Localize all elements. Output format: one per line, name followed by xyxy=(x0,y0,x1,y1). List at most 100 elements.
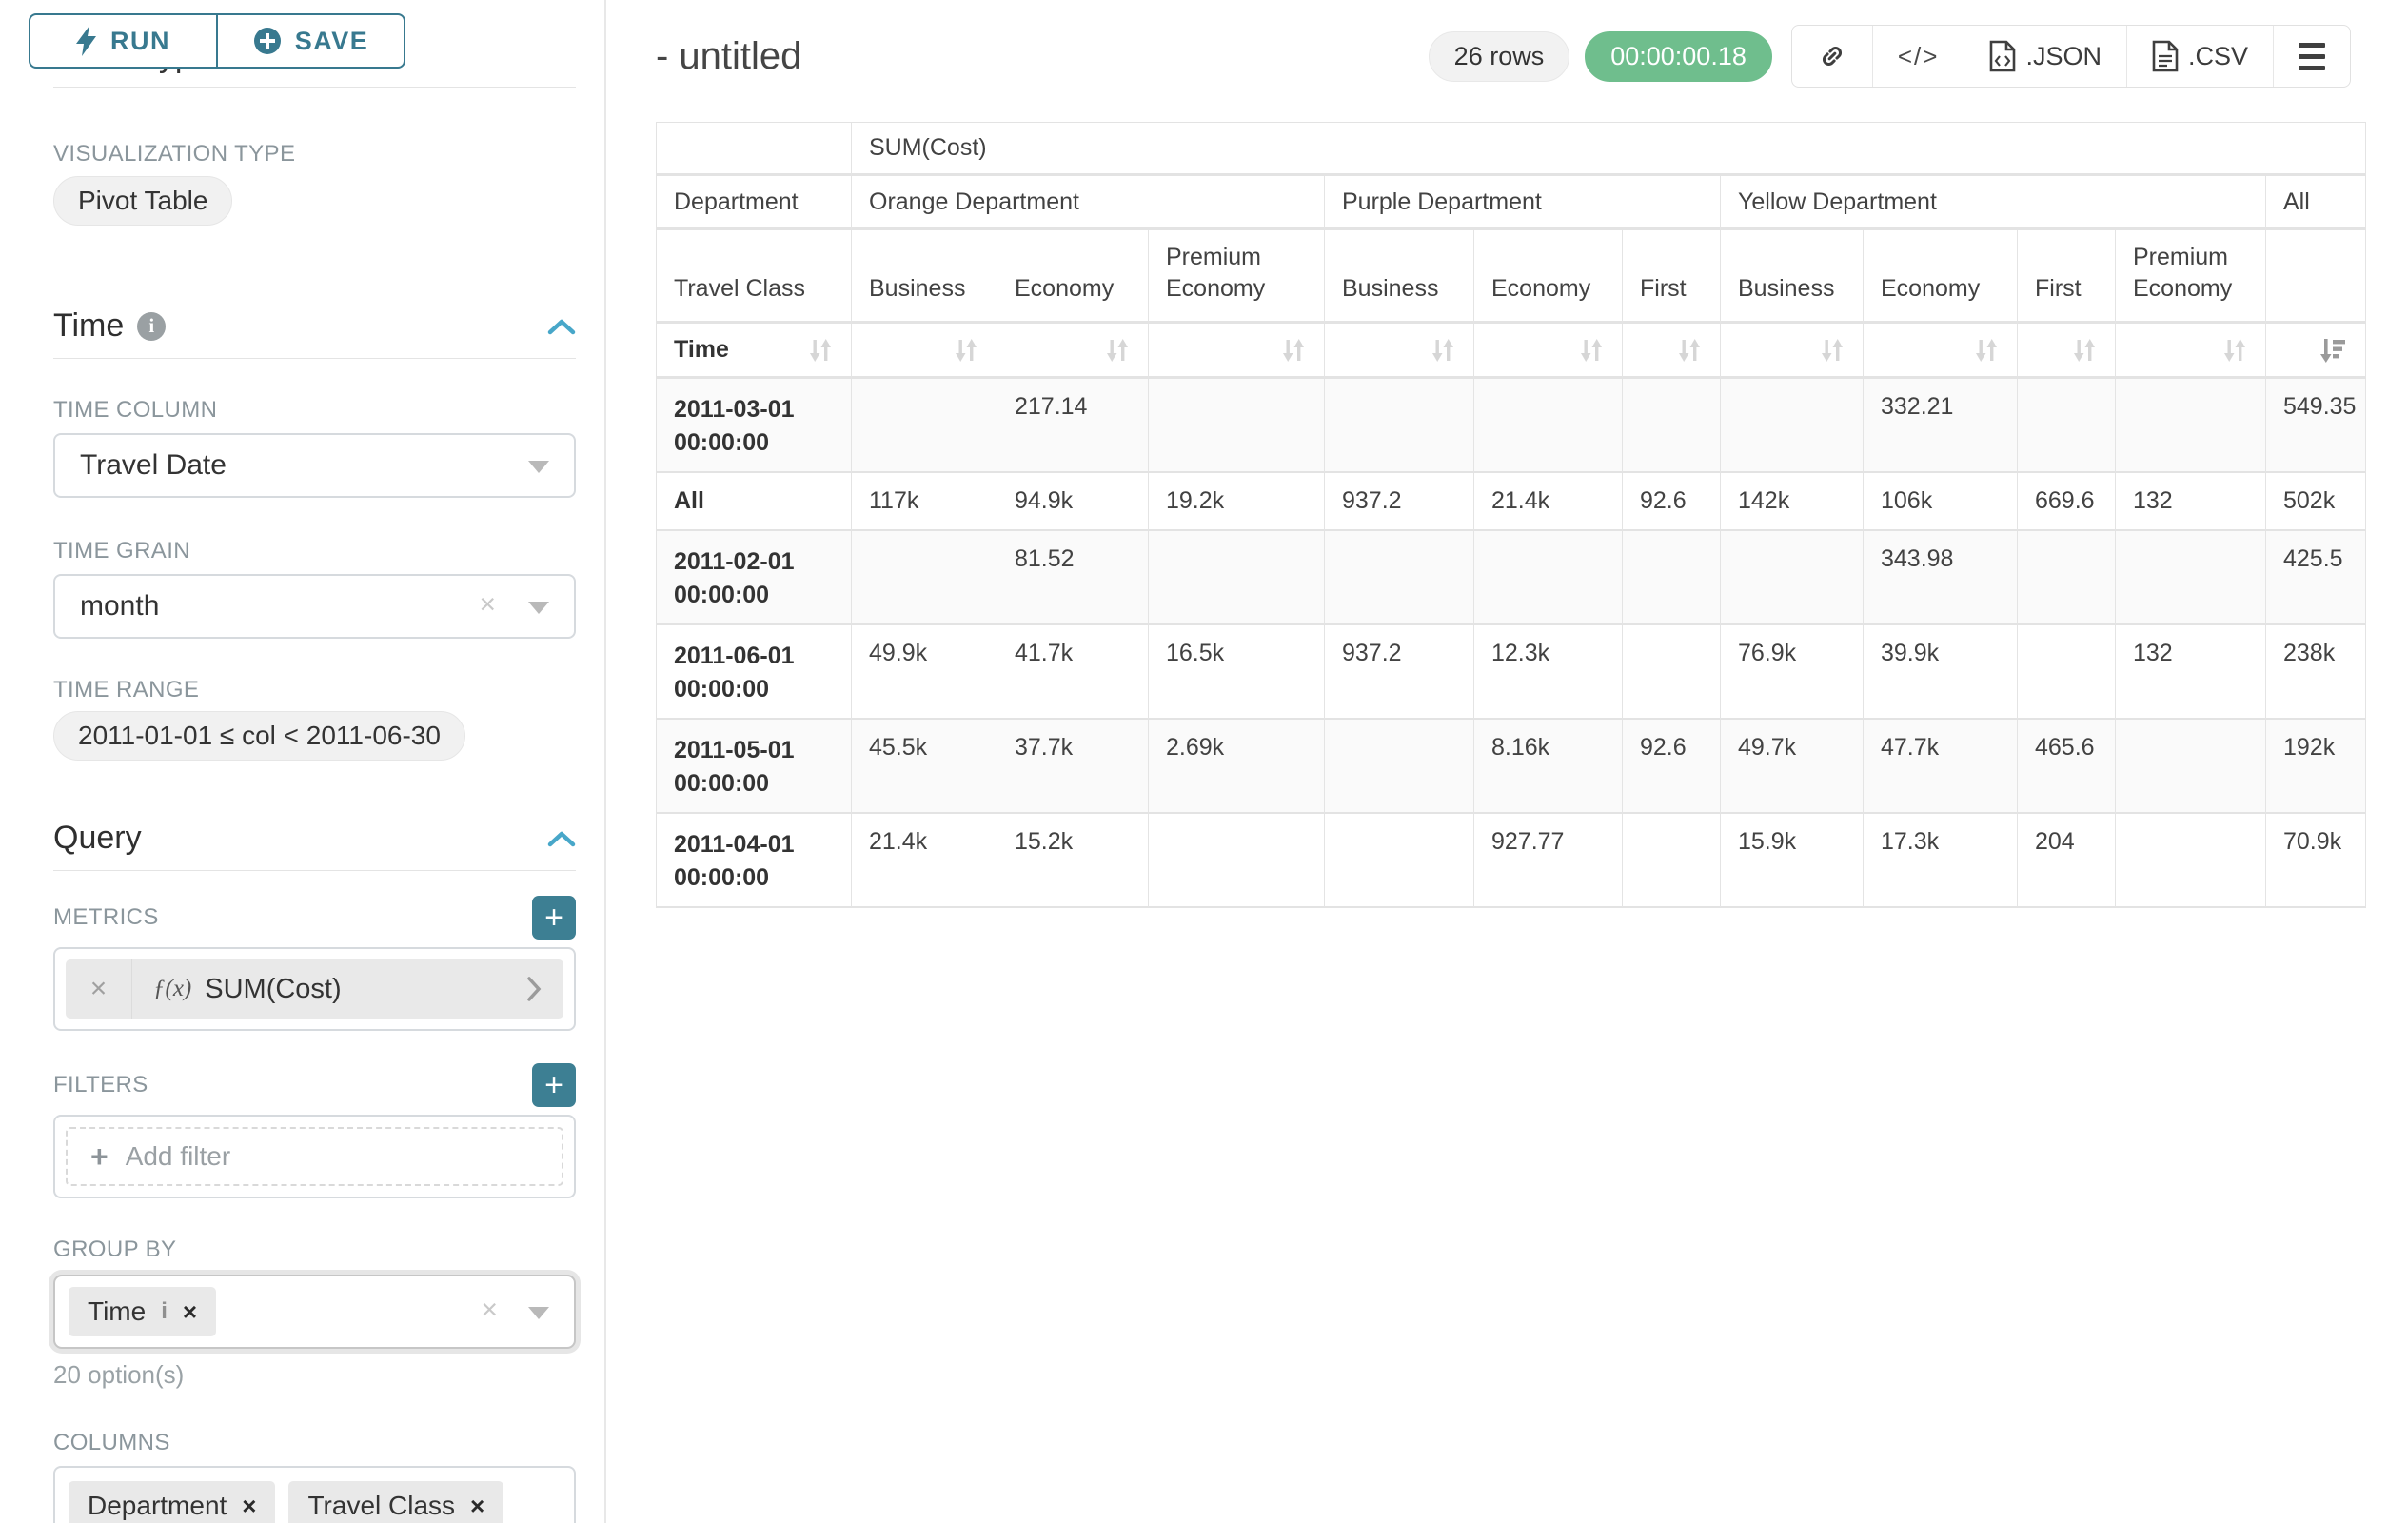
pivot-cell: 92.6 xyxy=(1623,720,1721,814)
sort-icon[interactable] xyxy=(953,336,979,365)
add-filter-label: Add filter xyxy=(126,1141,231,1172)
pivot-cell xyxy=(1623,379,1721,473)
plus-icon: + xyxy=(90,1139,109,1175)
columns-pill-department[interactable]: Department × xyxy=(69,1481,275,1523)
group-by-pill-time[interactable]: Time i × xyxy=(69,1287,216,1336)
sort-icon[interactable] xyxy=(2221,336,2248,365)
sort-desc-icon[interactable] xyxy=(2319,336,2348,365)
group-by-select[interactable]: Time i × × xyxy=(53,1275,576,1349)
group-by-option-count: 20 option(s) xyxy=(53,1360,576,1390)
pivot-col-header: First xyxy=(2018,230,2116,324)
sort-icon[interactable] xyxy=(1430,336,1456,365)
pivot-cell xyxy=(1149,814,1325,908)
pivot-cell: 37.7k xyxy=(997,720,1149,814)
time-section-header[interactable]: Time i xyxy=(53,307,576,345)
pivot-col-header xyxy=(2266,230,2366,324)
query-section-header[interactable]: Query xyxy=(53,820,576,857)
time-column-select[interactable]: Travel Date xyxy=(53,433,576,498)
export-csv-label: .CSV xyxy=(2188,42,2248,71)
pivot-cell: 17.3k xyxy=(1864,814,2018,908)
save-button[interactable]: SAVE xyxy=(217,13,405,69)
time-range-pill[interactable]: 2011-01-01 ≤ col < 2011-06-30 xyxy=(53,711,465,761)
pivot-col-header: Economy xyxy=(997,230,1149,324)
save-button-label: SAVE xyxy=(295,27,369,56)
view-query-button[interactable]: </> xyxy=(1872,26,1964,87)
sort-icon[interactable] xyxy=(1973,336,2000,365)
pivot-cell: 117k xyxy=(852,473,997,531)
sort-icon[interactable] xyxy=(1676,336,1703,365)
pivot-corner-cell xyxy=(657,123,852,176)
run-button[interactable]: RUN xyxy=(29,13,217,69)
pivot-cell: 21.4k xyxy=(1474,473,1623,531)
add-metric-button[interactable]: + xyxy=(532,896,576,940)
chevron-up-icon[interactable] xyxy=(547,318,576,335)
table-row: 2011-05-01 00:00:0045.5k37.7k2.69k8.16k9… xyxy=(657,720,2366,814)
sort-icon[interactable] xyxy=(1819,336,1845,365)
info-icon: i xyxy=(137,312,166,341)
chevron-right-icon[interactable] xyxy=(503,959,563,1019)
time-grain-value: month xyxy=(80,590,159,623)
remove-metric-icon[interactable]: × xyxy=(66,959,132,1019)
sort-icon[interactable] xyxy=(1280,336,1307,365)
sort-icon[interactable] xyxy=(1104,336,1131,365)
pivot-cell: 132 xyxy=(2116,625,2266,720)
chart-area: - untitled 26 rows 00:00:00.18 </> xyxy=(606,0,2408,1523)
pivot-cell: 45.5k xyxy=(852,720,997,814)
pivot-cell: 39.9k xyxy=(1864,625,2018,720)
sort-icon[interactable] xyxy=(1578,336,1605,365)
pivot-cell xyxy=(1474,379,1623,473)
export-csv-button[interactable]: .CSV xyxy=(2126,26,2273,87)
pivot-col-group: Yellow Department xyxy=(1721,176,2266,230)
sort-icon[interactable] xyxy=(2071,336,2098,365)
add-filter-dropzone[interactable]: + Add filter xyxy=(66,1127,563,1186)
columns-select[interactable]: Department × Travel Class × × xyxy=(53,1466,576,1523)
pivot-table-container: SUM(Cost)DepartmentOrange DepartmentPurp… xyxy=(656,122,2408,908)
visualization-type-pill[interactable]: Pivot Table xyxy=(53,176,232,226)
pivot-cell: 21.4k xyxy=(852,814,997,908)
pivot-cell xyxy=(1325,379,1474,473)
clear-icon[interactable]: × xyxy=(481,1295,498,1327)
run-button-label: RUN xyxy=(110,27,170,56)
code-icon: </> xyxy=(1898,42,1940,71)
menu-button[interactable] xyxy=(2273,26,2350,87)
function-icon: ƒ(x) xyxy=(153,976,191,1002)
pivot-cell: 70.9k xyxy=(2266,814,2366,908)
pivot-cell xyxy=(2116,814,2266,908)
table-row: 2011-04-01 00:00:0021.4k15.2k927.7715.9k… xyxy=(657,814,2366,908)
metric-chip-label: SUM(Cost) xyxy=(205,974,341,1005)
pivot-cell xyxy=(1149,379,1325,473)
pivot-sort-cell xyxy=(1623,324,1721,379)
pivot-row-header: All xyxy=(657,473,852,531)
filters-label: FILTERS xyxy=(53,1072,148,1098)
bolt-icon xyxy=(76,26,97,56)
remove-pill-icon[interactable]: × xyxy=(183,1297,197,1327)
pivot-row-header: 2011-06-01 00:00:00 xyxy=(657,625,852,720)
table-row: 2011-02-01 00:00:0081.52343.98425.5 xyxy=(657,531,2366,625)
remove-pill-icon[interactable]: × xyxy=(470,1492,484,1521)
pivot-cell: 16.5k xyxy=(1149,625,1325,720)
pivot-cell: 94.9k xyxy=(997,473,1149,531)
pivot-col-group: Orange Department xyxy=(852,176,1325,230)
columns-pill-travel-class[interactable]: Travel Class × xyxy=(288,1481,503,1523)
export-json-button[interactable]: .JSON xyxy=(1964,26,2126,87)
pivot-cell: 49.7k xyxy=(1721,720,1864,814)
export-json-label: .JSON xyxy=(2025,42,2102,71)
filters-box: + Add filter xyxy=(53,1115,576,1198)
pivot-cell xyxy=(1325,531,1474,625)
chevron-up-icon[interactable] xyxy=(547,830,576,847)
metric-chip[interactable]: × ƒ(x) SUM(Cost) xyxy=(66,959,563,1019)
add-filter-button[interactable]: + xyxy=(532,1063,576,1107)
pivot-cell: 465.6 xyxy=(2018,720,2116,814)
pivot-row-header: 2011-03-01 00:00:00 xyxy=(657,379,852,473)
pivot-cell xyxy=(2116,531,2266,625)
plus-circle-icon xyxy=(253,27,282,55)
time-grain-select[interactable]: month × xyxy=(53,574,576,639)
share-link-button[interactable] xyxy=(1792,26,1872,87)
link-icon xyxy=(1817,41,1847,71)
chart-title[interactable]: - untitled xyxy=(656,35,801,78)
sort-icon[interactable] xyxy=(807,336,834,365)
pill-label: Department xyxy=(88,1491,227,1521)
clear-icon[interactable]: × xyxy=(479,589,496,622)
remove-pill-icon[interactable]: × xyxy=(242,1492,256,1521)
pivot-cell: 106k xyxy=(1864,473,2018,531)
